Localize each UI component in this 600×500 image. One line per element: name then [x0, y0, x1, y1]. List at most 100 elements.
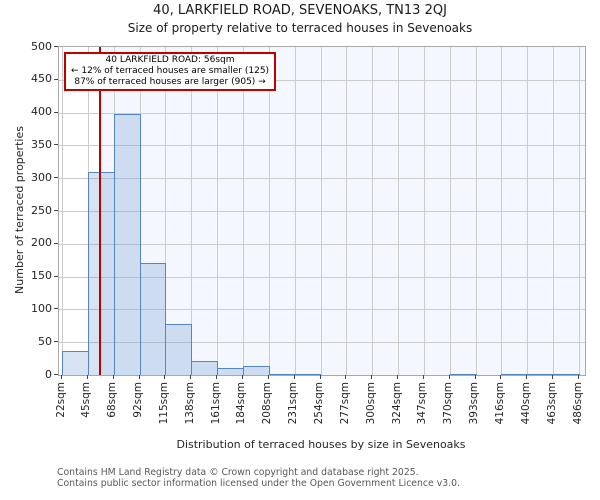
xtick-mark	[526, 375, 528, 379]
xtick-label: 92sqm	[132, 382, 145, 418]
ytick-label: 350	[31, 137, 52, 151]
footer-attribution: Contains HM Land Registry data © Crown c…	[57, 467, 460, 489]
ytick-label: 0	[45, 367, 52, 381]
xtick-mark	[345, 375, 347, 379]
h-gridline	[59, 309, 585, 311]
xtick-label: 370sqm	[442, 382, 455, 425]
histogram-bar	[113, 113, 141, 375]
xtick-mark	[448, 375, 450, 379]
ytick-mark	[54, 242, 58, 244]
v-gridline	[372, 47, 374, 375]
ytick-mark	[54, 78, 58, 80]
ytick-mark	[54, 341, 58, 343]
xtick-mark	[578, 375, 579, 379]
ytick-mark	[54, 308, 58, 310]
footer-line2: Contains public sector information licen…	[57, 477, 460, 489]
xtick-label: 45sqm	[80, 382, 93, 418]
histogram-bar	[191, 360, 219, 375]
xtick-mark	[112, 375, 114, 379]
ytick-mark	[54, 210, 58, 211]
xtick-label: 347sqm	[416, 382, 429, 425]
v-gridline	[165, 47, 167, 375]
annotation-property-size: 40 LARKFIELD ROAD: 56sqm	[105, 55, 235, 65]
xtick-mark	[267, 375, 269, 379]
histogram-bar	[294, 373, 322, 375]
ytick-label: 100	[31, 301, 52, 315]
ytick-mark	[54, 144, 58, 146]
xtick-mark	[164, 375, 166, 379]
v-gridline	[579, 47, 580, 375]
histogram-bar	[501, 373, 529, 375]
v-gridline	[191, 47, 193, 375]
plot-area: 40 LARKFIELD ROAD: 56sqm ← 12% of terrac…	[58, 46, 586, 376]
chart-title: 40, LARKFIELD ROAD, SEVENOAKS, TN13 2QJ	[153, 3, 447, 18]
footer-line1: Contains HM Land Registry data © Crown c…	[57, 467, 419, 478]
histogram-bar	[62, 350, 89, 375]
property-annotation-box: 40 LARKFIELD ROAD: 56sqm ← 12% of terrac…	[64, 52, 277, 91]
xtick-mark	[371, 375, 373, 379]
v-gridline	[553, 47, 555, 375]
h-gridline	[59, 178, 585, 180]
xtick-label: 115sqm	[157, 382, 170, 425]
ytick-mark	[54, 46, 58, 47]
v-gridline	[449, 47, 451, 375]
h-gridline	[59, 211, 585, 212]
histogram-bar	[87, 171, 115, 375]
property-size-marker-line	[99, 47, 102, 375]
xtick-mark	[474, 375, 476, 379]
v-gridline	[501, 47, 503, 375]
histogram-bar	[268, 373, 296, 375]
xtick-mark	[552, 375, 554, 379]
xtick-label: 393sqm	[468, 382, 481, 425]
xtick-label: 184sqm	[235, 382, 248, 425]
xtick-mark	[61, 375, 62, 379]
h-gridline	[59, 276, 585, 278]
v-gridline	[217, 47, 219, 375]
annotation-larger-stat: 87% of terraced houses are larger (905) …	[74, 77, 266, 87]
ytick-label: 200	[31, 236, 52, 250]
xtick-label: 416sqm	[493, 382, 506, 425]
v-gridline	[346, 47, 348, 375]
v-gridline	[398, 47, 400, 375]
v-gridline	[423, 47, 425, 375]
xtick-label: 300sqm	[364, 382, 377, 425]
ytick-label: 500	[31, 39, 52, 53]
v-gridline	[268, 47, 270, 375]
chart-subtitle: Size of property relative to terraced ho…	[127, 21, 473, 35]
xtick-mark	[500, 375, 502, 379]
histogram-bar	[553, 373, 580, 375]
xtick-mark	[422, 375, 424, 379]
histogram-bar	[449, 373, 477, 375]
xtick-mark	[397, 375, 399, 379]
ytick-label: 50	[38, 334, 52, 348]
xtick-mark	[293, 375, 295, 379]
xtick-label: 324sqm	[390, 382, 403, 425]
xtick-mark	[86, 375, 88, 379]
histogram-bar	[217, 367, 244, 375]
xtick-label: 22sqm	[54, 382, 67, 418]
v-gridline	[527, 47, 529, 375]
histogram-bar	[139, 263, 167, 375]
h-gridline	[59, 79, 585, 81]
xtick-label: 486sqm	[571, 382, 584, 425]
ytick-label: 150	[31, 269, 52, 283]
v-gridline	[294, 47, 296, 375]
histogram-bar	[165, 323, 193, 375]
ytick-mark	[54, 111, 58, 113]
h-gridline	[59, 145, 585, 147]
xtick-label: 138sqm	[183, 382, 196, 425]
ytick-label: 450	[31, 72, 52, 86]
ytick-mark	[54, 275, 58, 277]
xtick-mark	[216, 375, 218, 379]
xtick-label: 231sqm	[287, 382, 300, 425]
annotation-smaller-stat: ← 12% of terraced houses are smaller (12…	[71, 66, 270, 76]
histogram-bar	[242, 365, 270, 375]
histogram-bar	[527, 373, 555, 375]
xtick-label: 254sqm	[313, 382, 325, 425]
ytick-label: 250	[31, 203, 52, 217]
xtick-label: 161sqm	[209, 382, 222, 425]
xtick-mark	[138, 375, 140, 379]
v-gridline	[242, 47, 244, 375]
v-gridline	[320, 47, 322, 375]
